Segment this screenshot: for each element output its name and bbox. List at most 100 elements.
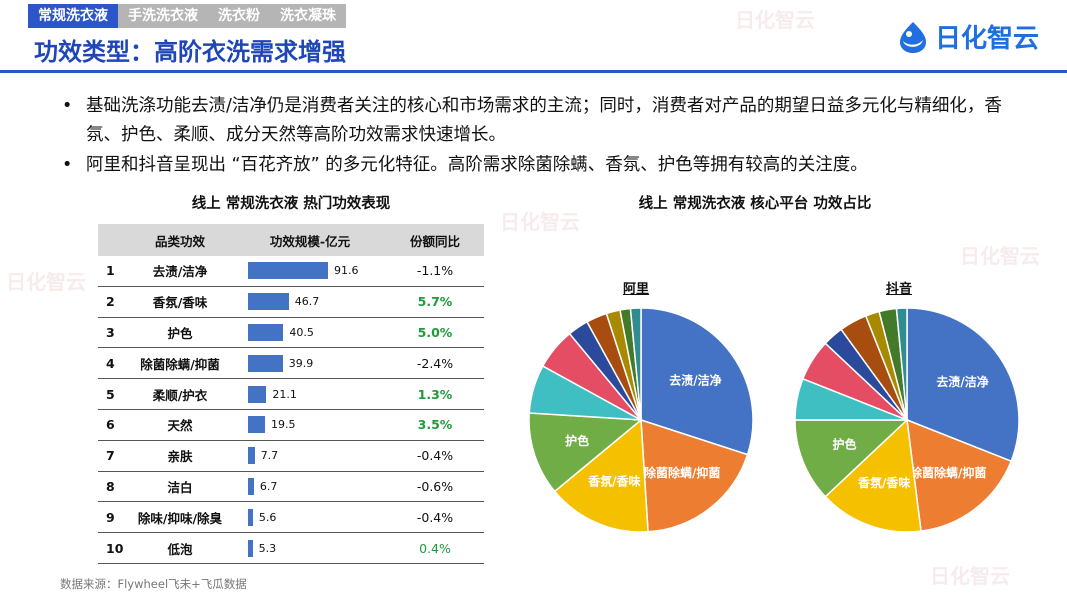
row-yoy: -0.6%	[416, 478, 454, 494]
table-row: 2 香氛/香味 46.7 5.7%	[98, 287, 484, 318]
pie-slice-label: 去渍/洁净	[936, 374, 988, 389]
logo-text: 日化智云	[934, 24, 1039, 54]
row-yoy: -2.4%	[416, 355, 454, 371]
row-rank: 10	[106, 540, 124, 556]
pie-slice	[906, 418, 1013, 532]
row-name: 低泡	[167, 541, 193, 557]
row-bar-cell: 19.5	[234, 416, 386, 434]
bar-mark	[248, 508, 253, 526]
pie-slice	[640, 307, 754, 456]
pie-slice-label: 护色	[565, 433, 589, 448]
row-name: 柔顺/护衣	[152, 387, 208, 403]
row-rank: 6	[106, 417, 115, 433]
title-divider	[0, 70, 1067, 73]
pie-slice-label: 香氛/香味	[857, 475, 910, 490]
bar-value-label: 46.7	[294, 295, 320, 309]
pie-slice-label: 护色	[832, 437, 856, 452]
table-body: 1 去渍/洁净 91.6 -1.1% 2 香氛/香味 46.7 5.7% 3 护色 40.5 5.0%…	[98, 256, 484, 564]
watermark: 日化智云	[500, 210, 580, 234]
bar-value-label: 19.5	[271, 418, 296, 432]
bar-value-label: 7.7	[260, 449, 279, 463]
tab-0[interactable]: 常规洗衣液	[28, 4, 118, 28]
data-source: 数据来源：Flywheel飞未+飞瓜数据	[60, 577, 247, 591]
pie-slice	[553, 418, 649, 533]
summary-bullets: • 基础洗涤功能去渍/洁净仍是消费者关注的核心和市场需求的主流；同时，消费者对产…	[62, 92, 1022, 181]
watermark: 日化智云	[930, 564, 1010, 588]
table-row: 7 亲肤 7.7 -0.4%	[98, 441, 484, 472]
pie-slice-label: 除菌除螨/抑菌	[910, 465, 986, 480]
row-yoy: 1.3%	[417, 386, 453, 402]
bar-mark	[248, 447, 255, 465]
bar-value-label: 39.9	[288, 356, 314, 370]
table-row: 3 护色 40.5 5.0%	[98, 318, 484, 349]
bar-mark	[248, 477, 254, 495]
row-rank: 9	[106, 509, 115, 525]
watermark: 日化智云	[735, 8, 815, 32]
pie-slice	[794, 419, 909, 498]
pie-slice-label: 去渍/洁净	[669, 373, 721, 388]
bar-value-label: 40.5	[289, 325, 314, 339]
row-rank: 7	[106, 448, 115, 464]
row-yoy: 3.5%	[417, 417, 453, 433]
row-name: 护色	[167, 325, 193, 341]
header-scale: 功效规模-亿元	[269, 233, 351, 249]
pie-slice	[895, 307, 908, 421]
pie-slice-label: 除菌除螨/抑菌	[644, 465, 720, 480]
row-rank: 3	[106, 324, 115, 340]
bullet-item: • 基础洗涤功能去渍/洁净仍是消费者关注的核心和市场需求的主流；同时，消费者对产…	[62, 92, 1022, 150]
row-name: 亲肤	[167, 449, 193, 465]
brand-logo: 日化智云	[895, 18, 1039, 55]
row-bar-cell: 40.5	[234, 323, 386, 341]
row-name: 香氛/香味	[152, 295, 208, 311]
row-rank: 1	[106, 263, 115, 279]
header-yoy: 份额同比	[409, 233, 460, 249]
table-row: 8 洁白 6.7 -0.6%	[98, 472, 484, 503]
row-yoy: -1.1%	[416, 263, 454, 279]
row-rank: 8	[106, 478, 115, 494]
row-bar-cell: 6.7	[234, 477, 386, 495]
row-yoy: 5.0%	[417, 324, 453, 340]
row-bar-cell: 5.3	[234, 539, 386, 557]
row-name: 除味/抑味/除臭	[137, 510, 223, 526]
row-yoy: 5.7%	[417, 294, 453, 310]
bar-mark	[248, 293, 289, 311]
tab-2[interactable]: 洗衣粉	[218, 8, 260, 24]
pie-slice	[640, 418, 749, 533]
table-chart-title: 线上 常规洗衣液 热门功效表现	[191, 196, 391, 212]
watermark: 日化智云	[6, 270, 86, 294]
logo-drop-icon	[899, 21, 926, 53]
row-name: 除菌除螨/抑菌	[140, 356, 220, 372]
bar-mark	[248, 385, 267, 403]
tab-3[interactable]: 洗衣凝珠	[280, 8, 336, 24]
pie-label-ali: 阿里	[623, 282, 650, 297]
row-name: 去渍/洁净	[152, 264, 208, 280]
bar-mark	[248, 539, 253, 557]
pie-slice	[906, 307, 1020, 463]
row-bar-cell: 46.7	[234, 293, 386, 311]
row-name: 洁白	[167, 479, 193, 495]
bar-value-label: 5.3	[258, 541, 277, 555]
row-name: 天然	[167, 418, 193, 434]
page-title: 功效类型：高阶衣洗需求增强	[34, 38, 346, 66]
table-header: 品类功效 功效规模-亿元 份额同比	[98, 224, 484, 256]
row-bar-cell: 91.6	[234, 262, 386, 280]
bar-mark	[248, 262, 328, 280]
row-yoy: -0.4%	[416, 448, 454, 464]
pie-slice	[629, 307, 642, 421]
header-name: 品类功效	[154, 233, 205, 249]
pie-label-douyin: 抖音	[886, 282, 913, 297]
efficacy-table: 品类功效 功效规模-亿元 份额同比 1 去渍/洁净 91.6 -1.1% 2 香氛/香味 4…	[98, 224, 484, 564]
pie-chart-title: 线上 常规洗衣液 核心平台 功效占比	[638, 196, 872, 212]
category-tabs: 常规洗衣液 手洗洗衣液 洗衣粉 洗衣凝珠	[28, 4, 346, 28]
row-rank: 5	[106, 386, 115, 402]
bar-mark	[248, 416, 265, 434]
table-row: 6 天然 19.5 3.5%	[98, 410, 484, 441]
bar-mark	[248, 354, 283, 372]
bar-value-label: 91.6	[334, 264, 359, 278]
table-row: 10 低泡 5.3 0.4%	[98, 533, 484, 564]
bullet-dot-icon: •	[62, 96, 73, 116]
table-row: 9 除味/抑味/除臭 5.6 -0.4%	[98, 502, 484, 534]
tab-1[interactable]: 手洗洗衣液	[128, 8, 198, 24]
bullet-item: • 阿里和抖音呈现出 “百花齐放” 的多元化特征。高阶需求除菌除螨、香氛、护色等…	[62, 151, 1022, 180]
